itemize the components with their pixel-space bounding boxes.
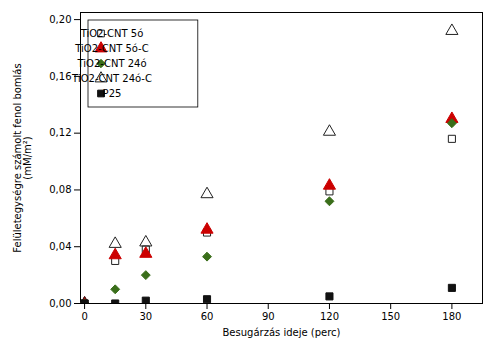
svg-text:150: 150 [381, 311, 400, 322]
svg-text:0,08: 0,08 [49, 184, 71, 195]
svg-text:TiO2-CNT 5ó-C: TiO2-CNT 5ó-C [74, 43, 148, 54]
svg-text:TiO2-CNT 5ó: TiO2-CNT 5ó [80, 28, 144, 39]
svg-text:TiO2-CNT 24ó: TiO2-CNT 24ó [76, 58, 146, 69]
svg-text:0,04: 0,04 [49, 241, 71, 252]
svg-text:180: 180 [442, 311, 461, 322]
svg-text:0,20: 0,20 [49, 14, 71, 25]
svg-text:Besugárzás ideje (perc): Besugárzás ideje (perc) [223, 327, 341, 338]
svg-text:Felületegységre számolt fenol: Felületegységre számolt fenol bomlás(mM/… [12, 63, 33, 252]
svg-text:TiO2-CNT 24ó-C: TiO2-CNT 24ó-C [71, 73, 152, 84]
svg-text:30: 30 [139, 311, 152, 322]
svg-text:60: 60 [201, 311, 214, 322]
svg-text:0,00: 0,00 [49, 298, 71, 309]
svg-text:0,12: 0,12 [49, 127, 71, 138]
svg-text:0: 0 [81, 311, 87, 322]
svg-text:120: 120 [320, 311, 339, 322]
svg-text:0,16: 0,16 [49, 71, 71, 82]
svg-text:90: 90 [262, 311, 275, 322]
svg-text:P25: P25 [103, 88, 122, 99]
